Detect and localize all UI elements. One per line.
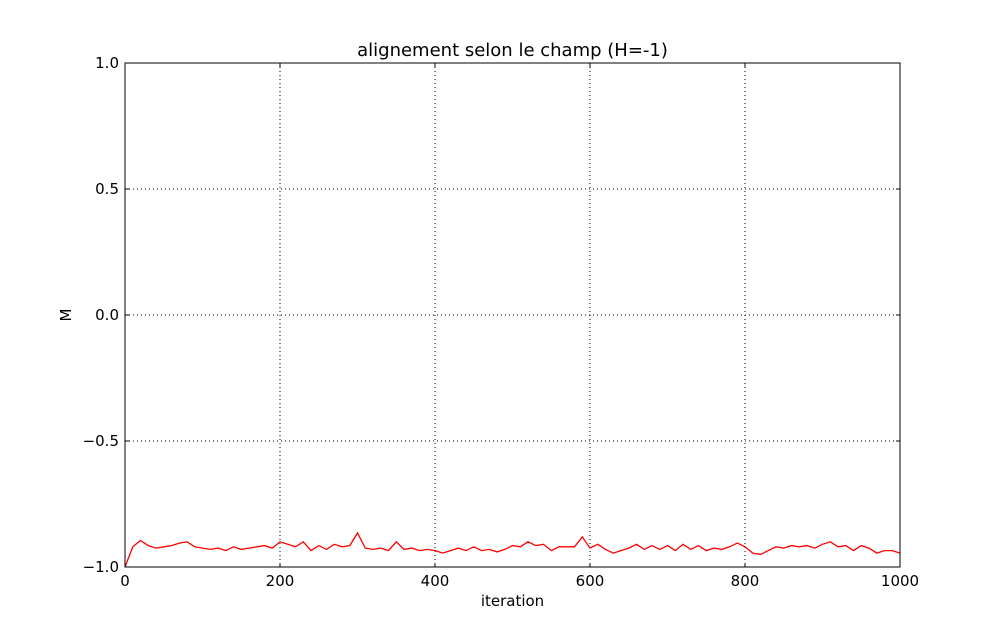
y-tick-label: −0.5 xyxy=(83,432,119,450)
x-tick-label: 600 xyxy=(576,572,605,590)
x-tick-label: 400 xyxy=(421,572,450,590)
y-tick-label: 0.0 xyxy=(95,306,119,324)
y-tick-label: −1.0 xyxy=(83,558,119,576)
y-tick-label: 1.0 xyxy=(95,54,119,72)
y-tick-label: 0.5 xyxy=(95,180,119,198)
y-axis-label: M xyxy=(57,309,75,322)
x-tick-label: 800 xyxy=(731,572,760,590)
x-tick-label: 1000 xyxy=(881,572,919,590)
grid xyxy=(124,62,901,568)
ticks: 0 200 400 600 800 1000 −1.0 −0.5 0.0 0.5 1.0 xyxy=(83,54,920,590)
chart-title: alignement selon le champ (H=-1) xyxy=(357,40,668,61)
x-axis-label: iteration xyxy=(481,592,544,610)
x-tick-label: 200 xyxy=(266,572,295,590)
series-line xyxy=(124,531,901,568)
x-tick-label: 0 xyxy=(120,572,130,590)
